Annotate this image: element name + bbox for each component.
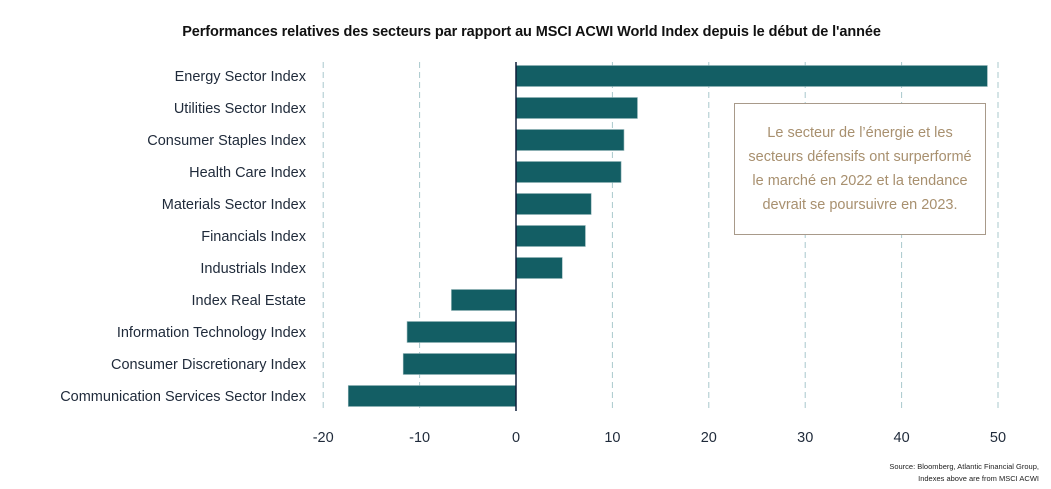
category-label: Industrials Index: [200, 261, 306, 277]
x-tick-label: 0: [512, 430, 520, 446]
bar: [451, 289, 517, 311]
bar: [406, 321, 517, 343]
x-tick-label: 10: [604, 430, 620, 446]
x-tick-label: 30: [797, 430, 813, 446]
bar: [515, 129, 625, 151]
category-label: Communication Services Sector Index: [60, 389, 307, 405]
category-label: Information Technology Index: [117, 325, 307, 341]
category-label: Health Care Index: [189, 165, 307, 181]
chart-title: Performances relatives des secteurs par …: [182, 24, 881, 40]
bar: [347, 385, 517, 407]
source-line-2: Indexes above are from MSCI ACWI: [918, 474, 1039, 483]
x-tick-label: 50: [990, 430, 1006, 446]
gridlines: [322, 62, 999, 411]
bar: [515, 225, 586, 247]
category-label: Financials Index: [201, 229, 307, 245]
source-line-1: Source: Bloomberg, Atlantic Financial Gr…: [889, 462, 1039, 471]
x-tick-label: -10: [409, 430, 430, 446]
bar: [515, 257, 563, 279]
bar: [402, 353, 517, 375]
category-label: Index Real Estate: [192, 293, 306, 309]
x-tick-label: 20: [701, 430, 717, 446]
x-tick-labels: -20 -10 0 10 20 30 40 50: [313, 430, 1006, 446]
bar: [515, 161, 622, 183]
category-label: Consumer Staples Index: [147, 133, 307, 149]
bar: [515, 97, 638, 119]
x-tick-label: 40: [894, 430, 910, 446]
x-tick-label: -20: [313, 430, 334, 446]
source-note: Source: Bloomberg, Atlantic Financial Gr…: [889, 461, 1039, 485]
category-labels: Energy Sector Index Utilities Sector Inde…: [60, 69, 307, 405]
category-label: Consumer Discretionary Index: [111, 357, 307, 373]
category-label: Energy Sector Index: [175, 69, 307, 85]
bars: [347, 65, 988, 407]
callout-text: Le secteur de l’énergie et les secteurs …: [748, 125, 972, 213]
category-label: Materials Sector Index: [162, 197, 307, 213]
bar: [515, 193, 592, 215]
bar: [515, 65, 988, 87]
annotation-callout: Le secteur de l’énergie et les secteurs …: [734, 103, 986, 235]
category-label: Utilities Sector Index: [174, 101, 307, 117]
